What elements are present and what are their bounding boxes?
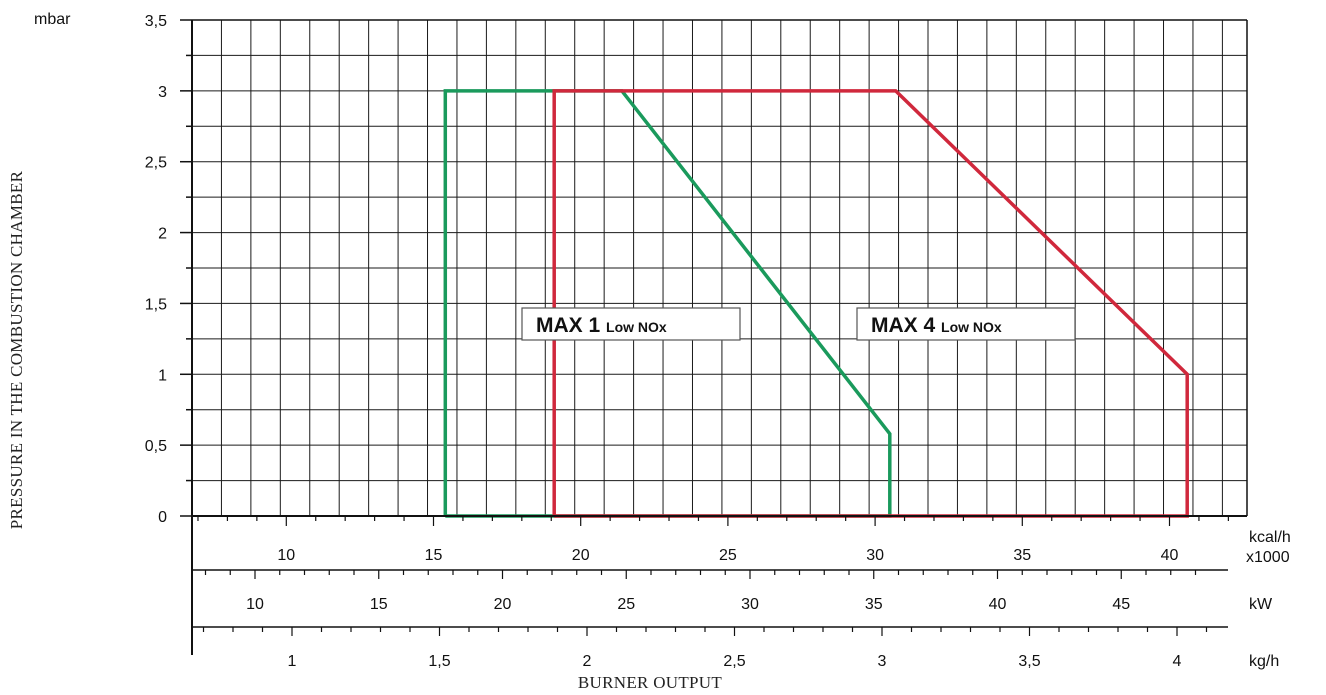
- y-axis-title: PRESSURE IN THE COMBUSTION CHAMBER: [7, 170, 26, 529]
- x-tick-label: 30: [741, 596, 759, 613]
- x-tick-label: 1: [288, 653, 297, 670]
- y-tick-label: 0,5: [145, 438, 167, 455]
- x-tick-label: 10: [277, 547, 295, 564]
- x-axis-title: BURNER OUTPUT: [578, 673, 722, 692]
- kcal-unit-label: kcal/h: [1249, 529, 1291, 546]
- x-tick-label: 1,5: [428, 653, 450, 670]
- x-tick-label: 3: [878, 653, 887, 670]
- series-label-text: MAX 1 Low NOx: [536, 314, 667, 337]
- x-tick-label: 35: [1013, 547, 1031, 564]
- x-tick-label: 15: [425, 547, 443, 564]
- x-scales: 10 15 20 25 30 35 40 10 15 20 25 30 35 40 45 1 1,5 2 2,5 3 3…: [192, 516, 1291, 670]
- y-tick-label: 1: [158, 367, 167, 384]
- y-tick-label: 2,5: [145, 155, 167, 172]
- y-tick-label: 3: [158, 84, 167, 101]
- x-tick-label: 25: [617, 596, 635, 613]
- x-tick-label: 40: [989, 596, 1007, 613]
- series-label-box: [521, 307, 741, 341]
- x-tick-label: 35: [865, 596, 883, 613]
- x-tick-label: 15: [370, 596, 388, 613]
- x-tick-label: 20: [572, 547, 590, 564]
- kw-unit-label: kW: [1249, 596, 1273, 613]
- grid: [192, 20, 1247, 516]
- series-label-1: MAX 1 Low NOx: [521, 307, 741, 341]
- x-tick-label: 30: [866, 547, 884, 564]
- x-tick-label: 4: [1173, 653, 1182, 670]
- series-labels: MAX 1 Low NOx MAX 4 Low NOx: [521, 307, 1076, 341]
- x-tick-label: 2: [583, 653, 592, 670]
- y-tick-label: 3,5: [145, 13, 167, 30]
- y-tick-labels: 0 0,5 1 1,5 2 2,5 3 3,5: [145, 13, 192, 526]
- kg-unit-label: kg/h: [1249, 653, 1279, 670]
- y-tick-label: 1,5: [145, 296, 167, 313]
- x-tick-label: 40: [1161, 547, 1179, 564]
- x-tick-label: 2,5: [723, 653, 745, 670]
- series-label-2: MAX 4 Low NOx: [856, 307, 1076, 341]
- series-label-box: [856, 307, 1076, 341]
- kcal-unit-label-line2: x1000: [1246, 549, 1290, 566]
- x-tick-label: 10: [246, 596, 264, 613]
- y-unit-label: mbar: [34, 11, 71, 28]
- y-tick-label: 2: [158, 226, 167, 243]
- x-tick-label: 20: [494, 596, 512, 613]
- x-tick-label: 45: [1112, 596, 1130, 613]
- y-tick-label: 0: [158, 509, 167, 526]
- axis-frame: [191, 19, 1248, 655]
- x-tick-label: 3,5: [1018, 653, 1040, 670]
- series-label-text: MAX 4 Low NOx: [871, 314, 1002, 337]
- x-tick-label: 25: [719, 547, 737, 564]
